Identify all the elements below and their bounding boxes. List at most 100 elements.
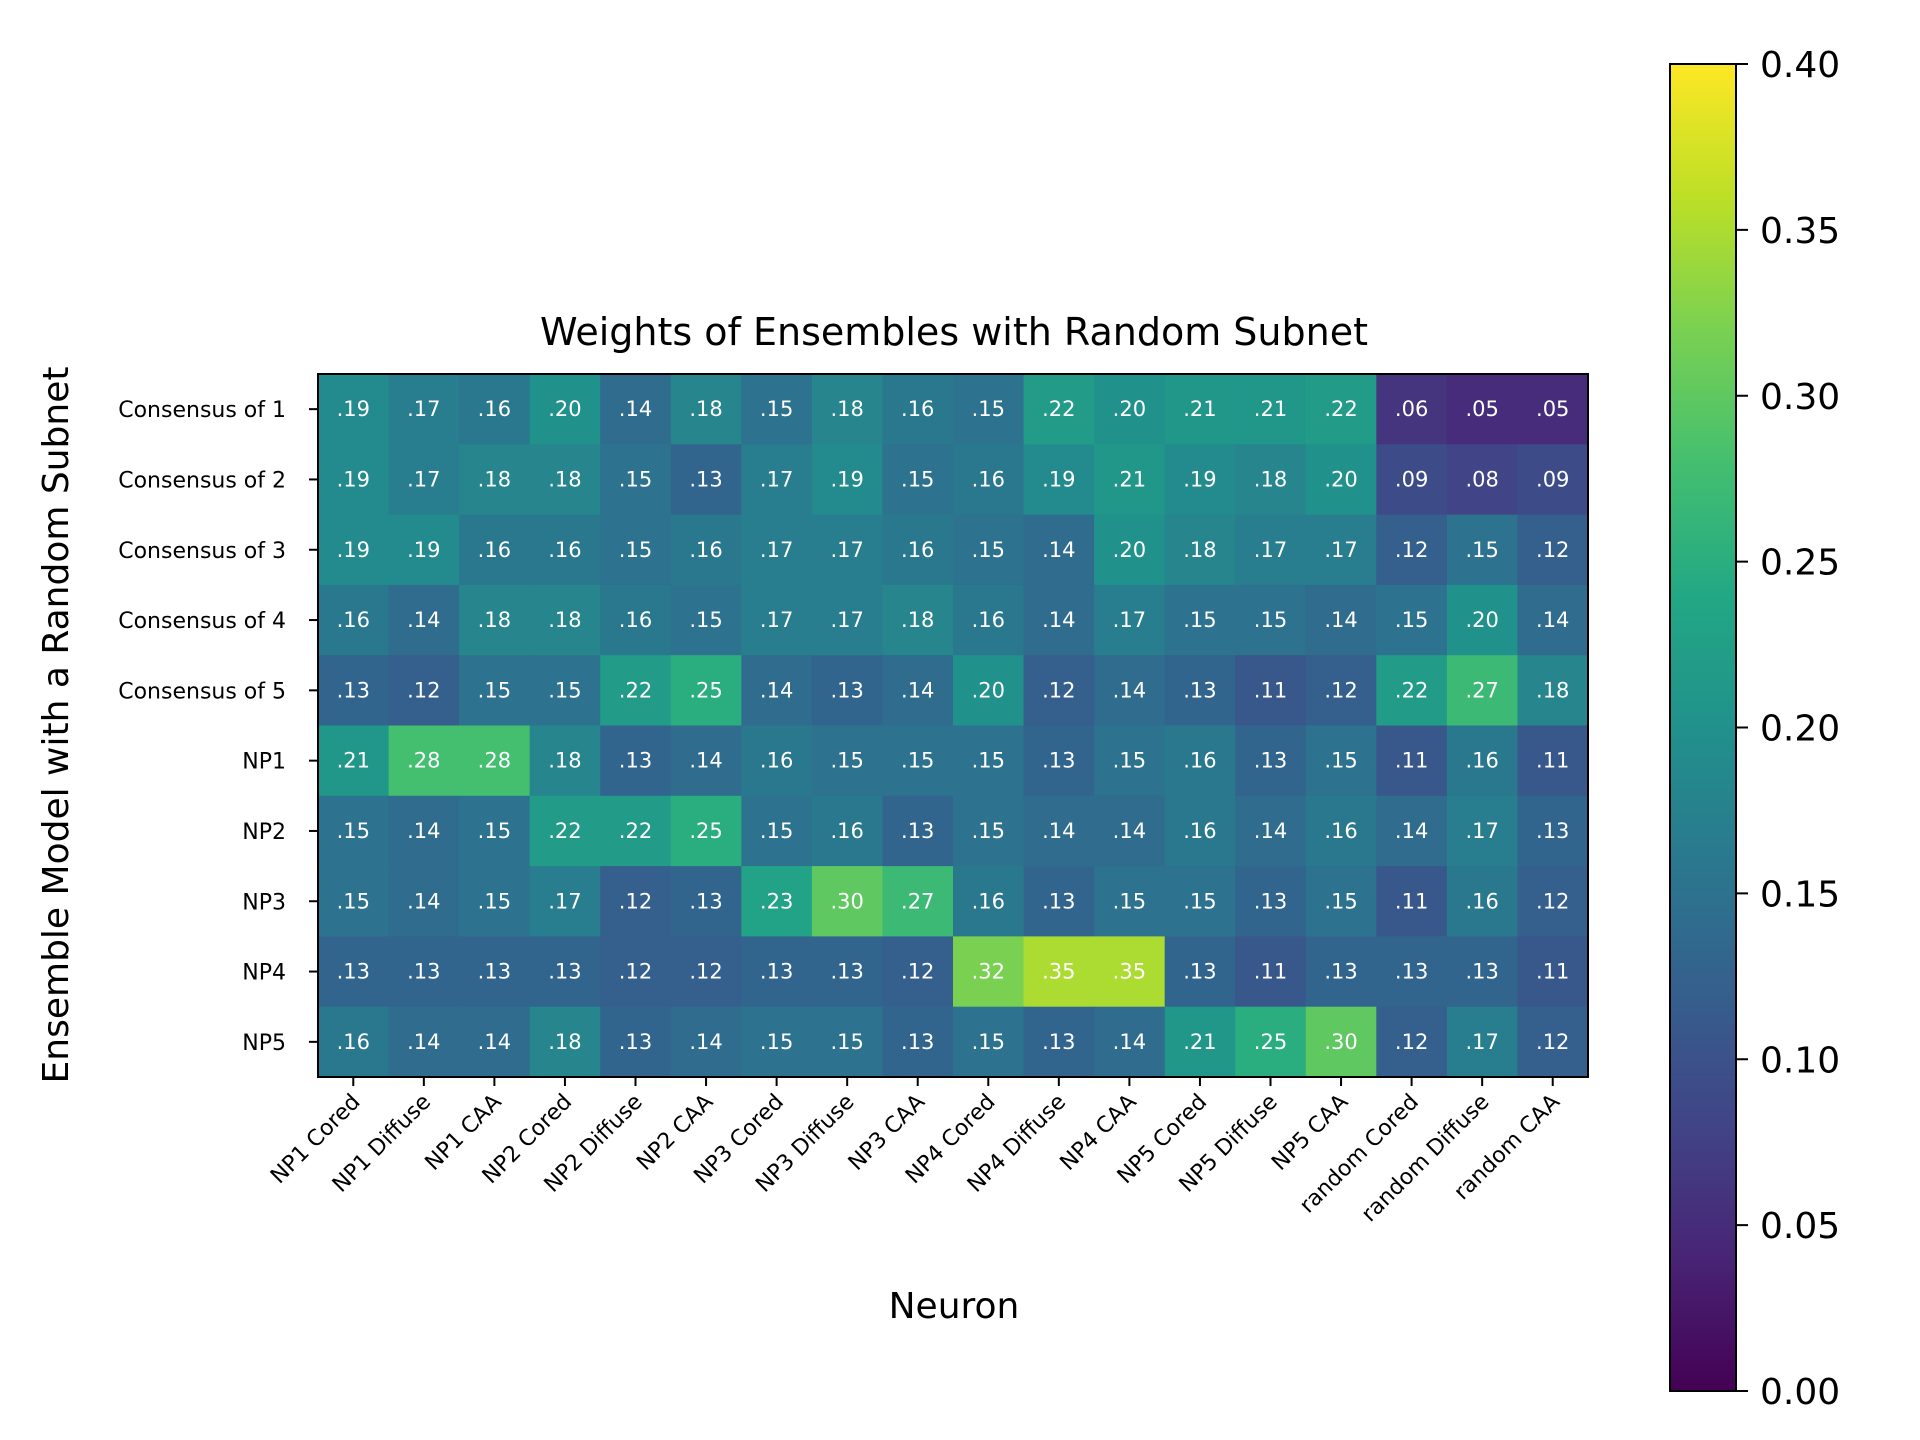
heatmap-cell (600, 795, 672, 867)
heatmap-cell (600, 1006, 672, 1078)
colorbar-tick-label: 0.15 (1760, 874, 1840, 915)
heatmap-cell (459, 514, 531, 586)
cell-value-label: .15 (548, 678, 581, 702)
cell-value-label: .16 (337, 1030, 370, 1054)
cell-value-label: .20 (1113, 538, 1146, 562)
cell-value-label: .17 (1113, 608, 1146, 632)
cell-value-label: .13 (548, 960, 581, 984)
heatmap-cell (811, 1006, 884, 1078)
y-tick-label: NP1 (242, 750, 286, 775)
heatmap-cell (1023, 725, 1095, 797)
cell-value-label: .35 (1042, 960, 1075, 984)
heatmap-cell (459, 584, 531, 656)
heatmap-cell (1023, 1006, 1095, 1078)
y-tick-label: NP5 (242, 1031, 286, 1056)
y-tick-label: NP3 (242, 890, 286, 915)
heatmap-cell (529, 655, 601, 727)
heatmap-cell (600, 374, 672, 445)
cell-value-label: .15 (1395, 608, 1428, 632)
heatmap-cell (318, 514, 390, 586)
heatmap-cell (1376, 1006, 1448, 1078)
heatmap-cell (741, 514, 813, 586)
heatmap-cell (1094, 866, 1166, 937)
heatmap-cell (1446, 374, 1519, 445)
heatmap-cell (1446, 655, 1519, 727)
plot-frame (317, 373, 1589, 1078)
cell-value-label: .20 (1465, 608, 1498, 632)
heatmap-cell (953, 1006, 1025, 1078)
cell-value-label: .15 (619, 467, 652, 491)
cell-value-label: .16 (901, 538, 934, 562)
heatmap-cell (741, 655, 813, 727)
heatmap-cell (600, 936, 672, 1008)
cell-value-label: .17 (1254, 538, 1287, 562)
cell-value-label: .15 (1183, 889, 1216, 913)
cell-value-label: .09 (1536, 467, 1569, 491)
cell-value-label: .14 (1395, 819, 1428, 843)
cell-value-label: .17 (1324, 538, 1357, 562)
heatmap-cell (741, 936, 813, 1008)
heatmap-cell (1094, 374, 1166, 445)
cell-value-label: .17 (830, 608, 863, 632)
cell-value-label: .12 (689, 960, 722, 984)
heatmap-cell (741, 866, 813, 937)
cell-value-label: .13 (1042, 749, 1075, 773)
heatmap-cell (388, 795, 460, 867)
cell-value-label: .11 (1395, 889, 1428, 913)
heatmap-cell (1517, 444, 1589, 516)
heatmap-cell (1023, 444, 1095, 516)
chart-title: Weights of Ensembles with Random Subnet (540, 310, 1368, 354)
heatmap-cell (953, 514, 1025, 586)
heatmap-cell (1235, 374, 1307, 445)
heatmap-cell (741, 374, 813, 445)
cell-value-label: .14 (1042, 819, 1075, 843)
heatmap-cell (882, 866, 954, 937)
heatmap-cell (882, 936, 954, 1008)
heatmap-cell (1376, 514, 1448, 586)
cell-value-label: .28 (407, 749, 440, 773)
heatmap-cell (1517, 514, 1589, 586)
cell-value-label: .13 (337, 678, 370, 702)
cell-value-label: .25 (689, 819, 722, 843)
cell-value-label: .15 (478, 678, 511, 702)
heatmap-cell (1376, 866, 1448, 937)
cell-value-label: .15 (972, 397, 1005, 421)
heatmap-cell (1235, 1006, 1307, 1078)
heatmap-cell (811, 374, 884, 445)
heatmap-cell (811, 655, 884, 727)
heatmap-cell (882, 795, 954, 867)
colorbar-tick-label: 0.05 (1760, 1206, 1840, 1247)
heatmap-cell (388, 584, 460, 656)
cell-value-label: .19 (337, 538, 370, 562)
cell-value-label: .14 (1254, 819, 1287, 843)
heatmap-cell (1446, 444, 1519, 516)
heatmap-cell (811, 444, 884, 516)
heatmap-cell (318, 444, 390, 516)
cell-value-label: .15 (972, 1030, 1005, 1054)
heatmap-cell (529, 1006, 601, 1078)
cell-value-label: .12 (901, 960, 934, 984)
heatmap-cell (318, 936, 390, 1008)
cell-value-label: .13 (689, 889, 722, 913)
cell-value-label: .14 (619, 397, 652, 421)
cell-value-label: .16 (337, 608, 370, 632)
cell-value-label: .18 (548, 608, 581, 632)
heatmap-cell (670, 444, 742, 516)
cell-value-label: .15 (478, 889, 511, 913)
heatmap-cell (882, 374, 954, 445)
heatmap-cell (1305, 514, 1377, 586)
cell-value-label: .06 (1395, 397, 1428, 421)
cell-value-label: .15 (1254, 608, 1287, 632)
cell-value-label: .20 (1324, 467, 1357, 491)
heatmap-cell (1023, 374, 1095, 445)
cell-value-label: .12 (1536, 538, 1569, 562)
cell-value-label: .14 (1042, 538, 1075, 562)
cell-value-label: .13 (1183, 678, 1216, 702)
cell-value-label: .19 (1042, 467, 1075, 491)
cell-value-label: .16 (478, 538, 511, 562)
colorbar-ticks: 0.00 0.05 0.10 0.15 0.20 0.25 0.30 0.35 0.40 (1736, 45, 1840, 1413)
y-tick-label: NP4 (242, 961, 286, 986)
heatmap-cell (1305, 795, 1377, 867)
cell-value-label: .28 (478, 749, 511, 773)
